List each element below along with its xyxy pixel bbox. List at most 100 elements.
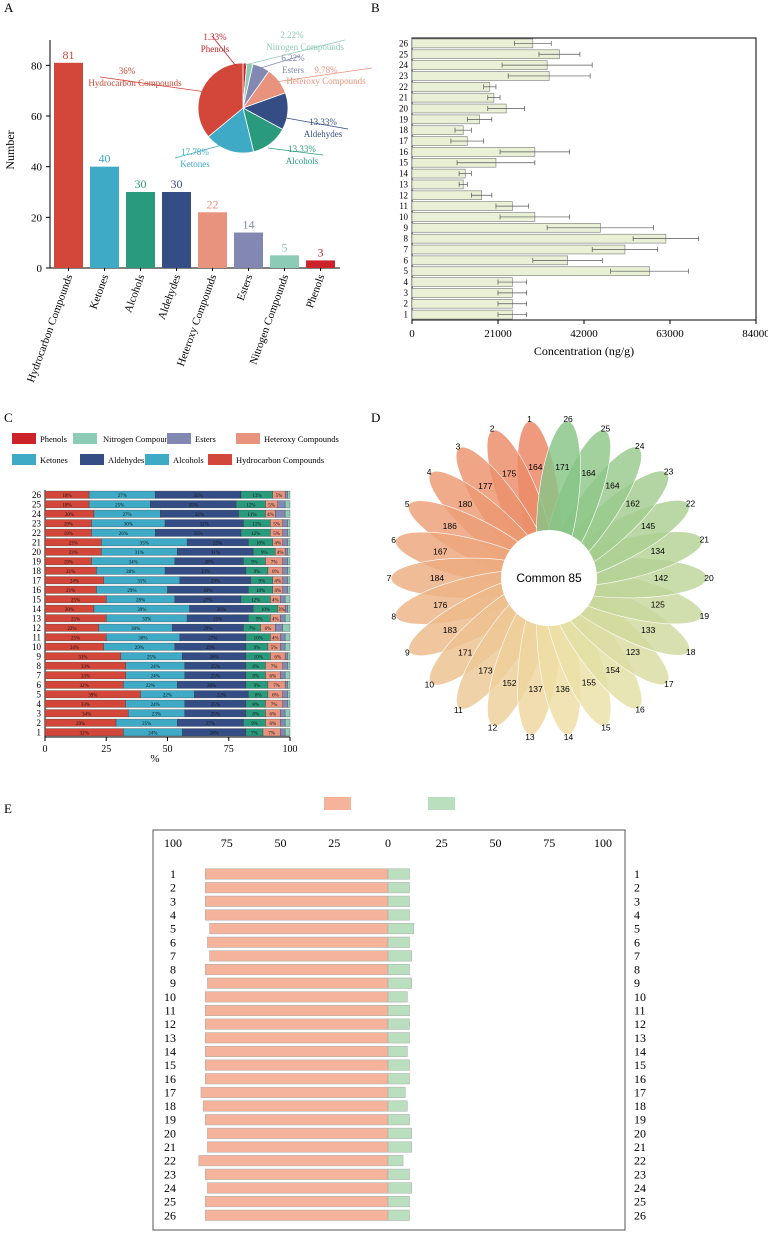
e-bar-noncommon [387,991,408,1003]
c-segment-nitrogen [287,680,291,689]
c-segment-nitrogen [287,690,291,699]
c-segment-nitrogen [284,595,291,604]
b-y-tick-label: 25 [399,49,409,59]
d-sample-label: 15 [601,723,611,733]
c-segment-nitrogen [284,614,291,623]
c-y-tick-label: 18 [32,566,42,576]
c-segment-nitrogen [287,490,291,499]
e-right-category-label: 11 [634,1004,646,1018]
e-bar-common [209,923,389,935]
c-segment-label: 8% [252,712,259,717]
e-bar-noncommon [387,1168,410,1180]
c-segment-label: 28% [207,684,216,689]
e-bar-common [205,964,389,976]
panel-a-pie-inset: 1.33% Phenols 2.22% Nitrogen Compounds6.22%… [88,30,373,169]
a-bar-value-label: 30 [171,177,183,191]
e-bar-noncommon [387,1114,410,1126]
b-y-tick-label: 13 [399,179,409,189]
c-segment-label: 3% [278,608,285,613]
c-segment-label: 25% [115,503,124,508]
c-segment-label: 5% [268,503,275,508]
a-y-axis-label: Number [3,130,17,169]
b-y-tick-label: 23 [399,71,409,81]
e-bar-common [205,1059,389,1071]
b-y-tick-label: 1 [404,310,409,320]
a-y-tick-label: 80 [31,60,43,72]
c-segment-label: 10% [254,636,263,641]
b-bar [411,168,466,179]
c-segment-label: 6% [274,655,281,660]
e-x-tick-label: 75 [221,836,233,850]
e-bar-noncommon [387,1073,410,1085]
d-petal-value: 142 [654,573,668,583]
b-y-tick-label: 9 [404,223,409,233]
e-left-category-label: 21 [164,1140,176,1154]
b-bar [411,298,513,309]
e-bar-common [205,1005,389,1016]
c-segment-label: 6% [270,712,277,717]
d-sample-label: 4 [427,467,432,477]
e-x-tick-label: 75 [543,836,555,850]
a-bar-alcohols [126,192,155,268]
b-bar [411,309,513,320]
c-segment-label: 35% [194,532,203,537]
panel-label-e: E [4,801,12,816]
a-bar-value-label: 14 [243,218,255,232]
c-segment-label: 8% [252,674,259,679]
e-bar-noncommon [387,1018,410,1030]
b-x-tick-label: 63000 [656,328,684,340]
panel-b-bar-chart: Concentration (ng/g) 0 21000 42000 63000 840… [399,37,768,358]
c-segment-label: 9% [254,684,261,689]
d-petal-value: 162 [626,499,640,509]
e-right-category-label: 18 [634,1099,646,1113]
a-y-tick-label: 60 [31,111,43,123]
c-segment-label: 13% [252,494,261,499]
c-segment-esters [280,718,286,727]
d-sample-label: 24 [635,441,645,451]
c-segment-label: 35% [194,494,203,499]
c-segment-label: 39% [88,693,97,698]
c-segment-nitrogen [287,519,291,528]
e-bar-noncommon [387,923,415,935]
c-y-tick-label: 3 [37,708,42,718]
a-pie-name-label: Alcohols [286,156,319,166]
b-y-tick-label: 24 [399,60,409,70]
c-legend-swatch [12,433,36,444]
a-pie-leader-line [211,35,237,67]
c-segment-label: 25% [213,541,222,546]
a-x-tick-label: Nitrogen Compounds [248,273,292,366]
e-right-category-label: 22 [634,1154,646,1168]
a-pie-name-label: Phenols [201,44,230,54]
c-segment-label: 20% [65,608,74,613]
b-x-tick-label: 0 [409,328,415,340]
c-segment-nitrogen [287,566,291,575]
a-y-tick-label: 40 [31,162,43,174]
c-segment-label: 31% [211,551,220,556]
d-sample-label: 20 [704,573,714,583]
c-segment-label: 28% [205,560,214,565]
a-pie-name-label: Hydrocarbon Compounds [88,78,182,88]
c-segment-label: 24% [70,579,79,584]
a-pie-name-label: Ketones [180,159,210,169]
d-center-label: Common 85 [516,571,582,585]
c-y-tick-label: 22 [32,528,41,538]
c-segment-esters [284,490,288,499]
b-y-tick-label: 2 [404,299,409,309]
c-segment-label: 4% [277,551,284,556]
e-bar-noncommon [387,868,410,880]
e-left-category-label: 15 [164,1058,176,1072]
c-segment-label: 25% [71,598,80,603]
c-segment-esters [282,528,288,537]
c-legend-label: Hydrocarbon Compounds [236,455,324,465]
c-segment-esters [282,690,288,699]
c-segment-label: 26% [119,532,128,537]
c-segment-label: 22% [146,684,155,689]
d-sample-label: 7 [387,573,392,583]
d-petal-value: 180 [458,499,472,509]
c-segment-label: 5% [273,532,280,537]
e-left-category-label: 14 [164,1044,176,1058]
e-right-category-label: 16 [634,1072,646,1086]
a-pie-leader-line [244,39,346,66]
c-segment-label: 27% [118,494,127,499]
c-segment-label: 4% [274,541,281,546]
